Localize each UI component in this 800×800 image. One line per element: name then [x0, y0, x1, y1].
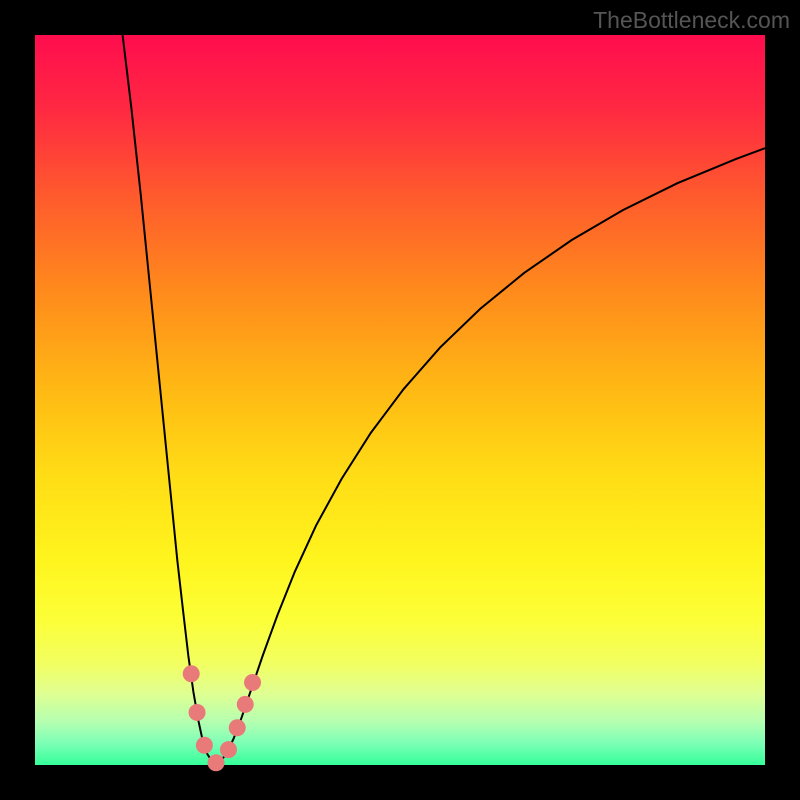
- plot-area: [35, 35, 765, 765]
- data-marker: [208, 754, 225, 771]
- watermark-text: TheBottleneck.com: [593, 7, 790, 34]
- data-marker: [237, 696, 254, 713]
- data-markers: [183, 665, 261, 771]
- data-marker: [189, 704, 206, 721]
- chart-container: TheBottleneck.com: [0, 0, 800, 800]
- data-marker: [196, 737, 213, 754]
- data-marker: [229, 719, 246, 736]
- curve-layer: [35, 35, 765, 765]
- bottleneck-curve: [123, 35, 765, 763]
- data-marker: [220, 741, 237, 758]
- data-marker: [244, 674, 261, 691]
- data-marker: [183, 665, 200, 682]
